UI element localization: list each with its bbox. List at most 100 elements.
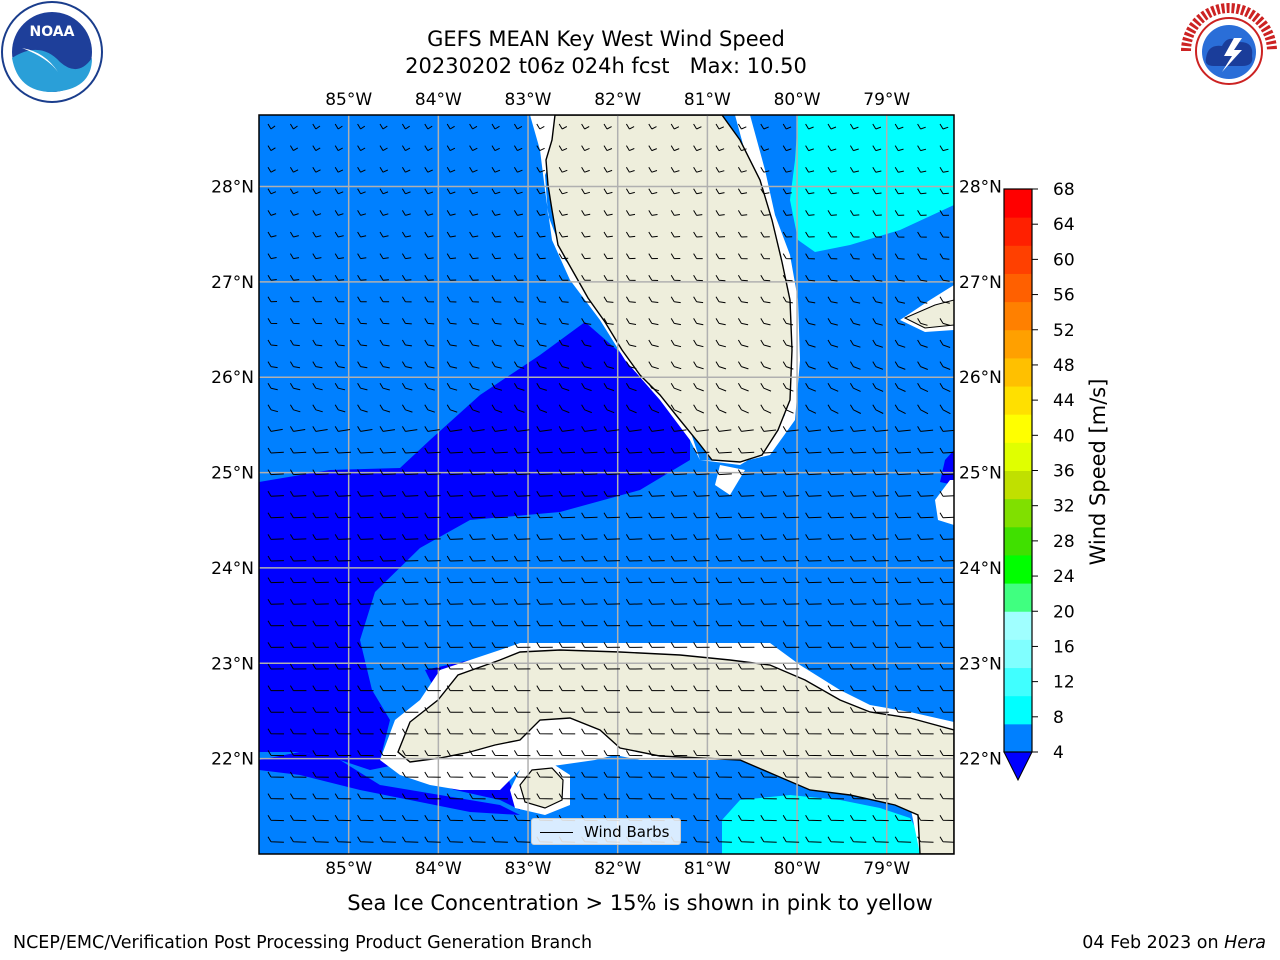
wind-barb <box>312 836 329 843</box>
wind-barb <box>737 123 747 130</box>
wind-barb <box>581 642 598 648</box>
wind-barb <box>267 750 285 757</box>
wind-barb <box>737 426 754 432</box>
wind-barb <box>312 534 329 540</box>
wind-barb <box>805 534 822 540</box>
wind-barb <box>625 685 643 692</box>
wind-barb <box>267 382 278 391</box>
wind-barb <box>737 577 755 584</box>
wind-barb <box>625 296 636 303</box>
wind-barb <box>357 166 366 173</box>
wind-barb <box>424 771 441 778</box>
wind-barb <box>805 771 822 778</box>
wind-barb <box>872 598 889 605</box>
wind-barb <box>917 620 934 627</box>
wind-barb <box>491 620 509 627</box>
wind-barb <box>357 706 374 713</box>
wind-barb <box>558 663 576 670</box>
wind-barb <box>469 598 486 605</box>
wind-barb <box>715 253 726 260</box>
colorbar-segment <box>1004 329 1032 359</box>
wind-barb <box>334 145 343 152</box>
wind-barb <box>491 577 509 584</box>
wind-barb <box>334 404 346 413</box>
wind-barb <box>603 663 621 670</box>
wind-barb <box>894 210 905 216</box>
wind-barb <box>872 814 889 822</box>
cuba-land <box>397 649 954 854</box>
wind-barb <box>289 145 299 152</box>
wind-barb <box>603 728 621 735</box>
wind-barb <box>737 382 749 392</box>
wind-barb <box>625 318 637 325</box>
wind-barb <box>379 382 390 391</box>
wind-barb <box>357 620 374 627</box>
wind-barb <box>737 296 749 304</box>
wind-barb <box>536 555 553 562</box>
wind-barb <box>357 339 368 347</box>
wind-barb <box>513 642 531 648</box>
wind-barb <box>805 793 822 800</box>
wind-barb <box>379 274 389 281</box>
wind-barb <box>648 123 657 130</box>
wind-barb <box>715 728 733 735</box>
wind-barb <box>558 685 576 692</box>
wind-barb <box>289 296 300 303</box>
wind-barb <box>312 771 329 778</box>
wind-barb <box>693 361 704 370</box>
wind-barb <box>625 253 636 260</box>
wind-barb <box>872 145 882 152</box>
wind-barb <box>267 642 285 648</box>
lon-tick-bottom: 84°W <box>415 859 462 879</box>
wind-barb <box>491 426 508 432</box>
wind-barb <box>648 188 658 195</box>
wind-barb <box>267 793 285 800</box>
wind-barb <box>558 577 576 584</box>
wind-barb <box>648 166 658 173</box>
colorbar-tick-label: 20 <box>1053 602 1075 622</box>
wind-barb <box>401 210 411 216</box>
wind-barb <box>715 814 732 822</box>
wind-barb <box>872 490 889 497</box>
wind-barb <box>939 231 950 238</box>
wind-barb <box>536 296 547 303</box>
wind-barb <box>357 382 368 391</box>
wind-barb <box>334 620 352 627</box>
wind-barb <box>424 642 441 648</box>
wind-barb <box>289 188 299 195</box>
wind-barb <box>267 598 285 605</box>
wind-barb <box>670 166 680 173</box>
colorbar-tick-label: 12 <box>1053 673 1075 693</box>
wind-barb <box>782 123 792 130</box>
lat-tick-left: 24°N <box>211 559 254 579</box>
wind-barb <box>693 318 704 326</box>
wind-barb <box>782 598 800 605</box>
wind-barb <box>603 620 621 627</box>
wind-barb <box>334 469 352 476</box>
wind-barb <box>357 296 367 303</box>
wind-barb <box>312 512 329 519</box>
wind-barb <box>648 793 665 800</box>
wind-barb <box>917 793 934 800</box>
wind-barb <box>357 274 367 281</box>
wind-barb <box>782 361 794 370</box>
wind-barb <box>648 771 665 778</box>
wind-barb <box>849 836 867 843</box>
wind-barb <box>334 123 343 130</box>
wind-barb <box>401 750 419 757</box>
wind-barb <box>603 512 620 519</box>
wind-barb <box>536 210 546 216</box>
wind-barb <box>648 339 659 348</box>
wind-barb <box>469 339 480 347</box>
wind-barb <box>737 534 755 540</box>
wind-barb <box>513 123 523 130</box>
wind-barb <box>491 598 509 605</box>
wind-barb <box>603 750 621 757</box>
wind-barb <box>603 577 621 584</box>
wind-barb <box>827 361 839 370</box>
wind-barb <box>334 642 352 648</box>
wind-barb <box>513 685 531 692</box>
wind-barb <box>446 469 464 476</box>
wind-barb <box>693 620 710 627</box>
wind-barb <box>334 274 345 281</box>
